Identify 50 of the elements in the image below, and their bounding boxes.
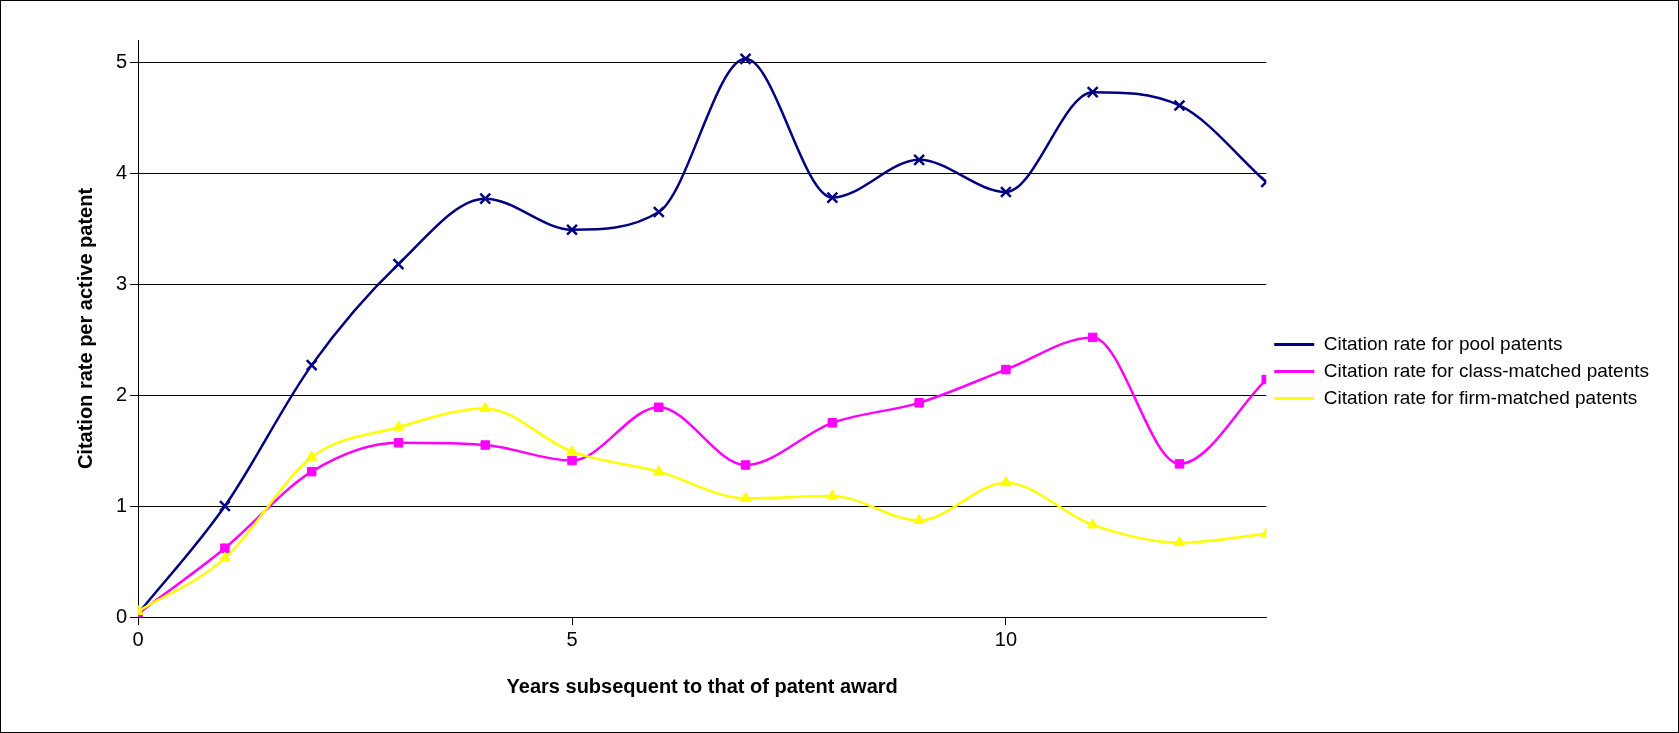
point (1173, 99, 1186, 112)
y-tick-label: 5 (116, 49, 128, 72)
y-tick-label: 3 (116, 271, 128, 294)
y-tick-label: 1 (116, 493, 128, 516)
point (652, 205, 665, 219)
legend-label: Citation rate for pool patents (1323, 332, 1563, 354)
point (1087, 332, 1098, 343)
point (480, 440, 490, 450)
legend-label: Citation rate for class-matched patents (1323, 359, 1649, 381)
point (827, 418, 838, 428)
point (1086, 518, 1099, 529)
point (392, 420, 405, 431)
y-tick-label: 0 (116, 604, 128, 627)
x-tick-label: 5 (566, 627, 578, 650)
x-tick-label: 10 (994, 627, 1018, 650)
x-tick-label: 0 (132, 627, 144, 650)
point (739, 52, 752, 66)
point (393, 438, 404, 448)
point (567, 455, 577, 466)
point (913, 513, 925, 524)
point (1001, 364, 1011, 375)
point (220, 543, 230, 553)
point (479, 192, 492, 205)
x-axis-title: Years subsequent to that of patent award (506, 674, 898, 697)
point (1000, 476, 1012, 487)
legend-label: Citation rate for firm-matched patents (1323, 386, 1638, 408)
point (826, 489, 839, 500)
point (914, 398, 924, 408)
point (739, 491, 752, 502)
point (305, 450, 318, 461)
point (1174, 459, 1185, 469)
point (566, 445, 578, 456)
point (219, 551, 231, 562)
point (653, 465, 665, 476)
point (1086, 85, 1099, 99)
y-tick-label: 4 (116, 160, 128, 183)
point (479, 401, 491, 412)
point (565, 223, 579, 236)
point (305, 358, 318, 372)
y-axis-title: Citation rate per active patent (73, 187, 96, 470)
point (740, 460, 751, 470)
y-tick-label: 2 (116, 382, 128, 405)
point (218, 499, 232, 513)
point (392, 257, 405, 271)
point (654, 402, 664, 413)
point (826, 191, 839, 204)
point (1173, 536, 1186, 547)
point (306, 466, 317, 477)
point (999, 185, 1013, 199)
point (912, 153, 926, 167)
